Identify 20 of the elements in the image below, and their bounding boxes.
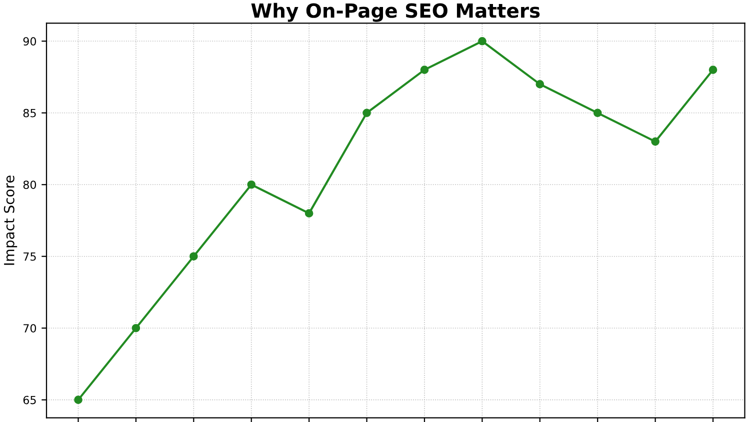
y-tick-label: 70 [24,324,36,332]
point [247,180,256,189]
y-axis-title: Impact Score [4,176,18,265]
point [478,36,486,46]
point [362,108,371,118]
point [132,324,140,332]
point [536,80,544,88]
point [420,66,429,74]
y-tick-label: 90 [23,37,36,46]
chart-title: Why On-Page SEO Matters [251,2,540,22]
point [304,209,314,218]
y-tick-label: 65 [23,396,36,404]
y-tick-label: 80 [23,180,36,190]
y-tick-label: 75 [24,252,36,261]
point [593,108,602,118]
point [74,396,82,404]
point [189,252,198,261]
point [708,66,718,74]
point [651,137,660,146]
y-tick-label: 85 [23,108,36,118]
